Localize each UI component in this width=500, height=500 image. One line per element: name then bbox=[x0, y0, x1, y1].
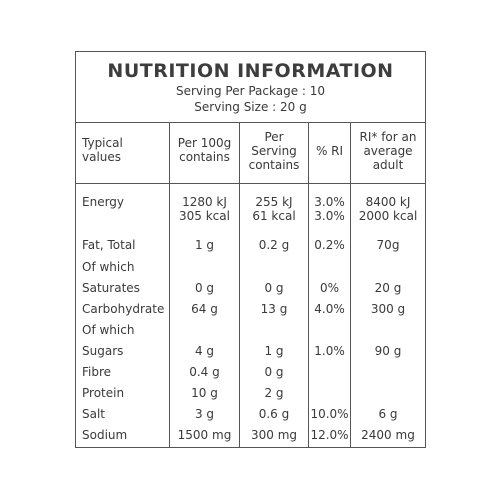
row-per-serving: 0 g bbox=[264, 365, 284, 379]
row-percent-ri: 12.0% bbox=[310, 428, 349, 442]
row-percent-ri: 0.2% bbox=[314, 238, 345, 252]
column-divider bbox=[350, 122, 351, 447]
header-percent-ri: % RI bbox=[315, 144, 344, 158]
column-divider bbox=[308, 122, 309, 447]
row-nutrient-name: Carbohydrate bbox=[82, 302, 165, 316]
row-nutrient-name: Energy bbox=[82, 195, 125, 209]
row-per-100g: 0.4 g bbox=[189, 365, 220, 379]
serving-per-package: Serving Per Package : 10 bbox=[175, 84, 326, 98]
row-nutrient-name: Fat, Total bbox=[82, 238, 136, 252]
row-nutrient-name: Saturates bbox=[82, 281, 140, 295]
header-per-serving: contains bbox=[248, 158, 300, 172]
row-percent-ri: 1.0% bbox=[314, 344, 345, 358]
header-per-100g: contains bbox=[179, 150, 230, 164]
row-per-100g: 64 g bbox=[191, 302, 218, 316]
column-divider bbox=[239, 122, 240, 447]
row-per-100g: 305 kcal bbox=[179, 209, 230, 223]
row-ri-adult: 6 g bbox=[378, 407, 398, 421]
row-ri-adult: 300 g bbox=[370, 302, 406, 316]
header-per-serving: Per bbox=[264, 130, 284, 144]
header-ri-adult: average bbox=[363, 144, 413, 158]
row-per-100g: 3 g bbox=[194, 407, 215, 421]
row-nutrient-name: Salt bbox=[82, 407, 106, 421]
row-percent-ri: 3.0% bbox=[314, 209, 345, 223]
header-divider bbox=[76, 183, 425, 184]
row-ri-adult: 90 g bbox=[374, 344, 402, 358]
row-percent-ri: 0% bbox=[319, 281, 340, 295]
row-per-serving: 61 kcal bbox=[252, 209, 296, 223]
row-per-100g: 0 g bbox=[194, 281, 215, 295]
row-per-serving: 2 g bbox=[264, 386, 284, 400]
row-per-100g: 1 g bbox=[194, 238, 215, 252]
row-per-100g: 4 g bbox=[194, 344, 215, 358]
row-per-serving: 0 g bbox=[264, 281, 284, 295]
row-nutrient-name: Of which bbox=[82, 260, 135, 274]
row-ri-adult: 2400 mg bbox=[361, 428, 415, 442]
row-nutrient-name: Protein bbox=[82, 386, 125, 400]
row-per-serving: 1 g bbox=[264, 344, 284, 358]
row-nutrient-name: Sugars bbox=[82, 344, 124, 358]
row-ri-adult: 2000 kcal bbox=[358, 209, 418, 223]
row-per-serving: 0.2 g bbox=[258, 238, 290, 252]
row-per-100g: 1280 kJ bbox=[182, 195, 227, 209]
row-percent-ri: 10.0% bbox=[310, 407, 349, 421]
row-percent-ri: 3.0% bbox=[314, 195, 345, 209]
row-nutrient-name: Fibre bbox=[82, 365, 112, 379]
row-ri-adult: 70g bbox=[376, 238, 400, 252]
header-ri-adult: RI* for an bbox=[359, 130, 417, 144]
label-title: NUTRITION INFORMATION bbox=[107, 60, 394, 82]
nutrition-label: NUTRITION INFORMATION Serving Per Packag… bbox=[75, 51, 426, 448]
row-ri-adult: 8400 kJ bbox=[365, 195, 411, 209]
title-divider bbox=[76, 122, 425, 123]
row-per-serving: 0.6 g bbox=[258, 407, 290, 421]
row-percent-ri: 4.0% bbox=[314, 302, 345, 316]
column-divider bbox=[169, 122, 170, 447]
row-per-serving: 300 mg bbox=[250, 428, 298, 442]
header-typical-values: values bbox=[82, 150, 122, 164]
header-per-serving: Serving bbox=[251, 144, 297, 158]
row-per-serving: 13 g bbox=[260, 302, 288, 316]
row-ri-adult: 20 g bbox=[374, 281, 402, 295]
header-per-100g: Per 100g bbox=[177, 136, 232, 150]
row-per-100g: 1500 mg bbox=[177, 428, 232, 442]
serving-size: Serving Size : 20 g bbox=[194, 100, 307, 114]
row-per-serving: 255 kJ bbox=[255, 195, 293, 209]
row-nutrient-name: Of which bbox=[82, 323, 135, 337]
row-nutrient-name: Sodium bbox=[82, 428, 128, 442]
row-per-100g: 10 g bbox=[191, 386, 218, 400]
header-typical-values: Typical bbox=[82, 136, 123, 150]
header-ri-adult: adult bbox=[372, 158, 404, 172]
